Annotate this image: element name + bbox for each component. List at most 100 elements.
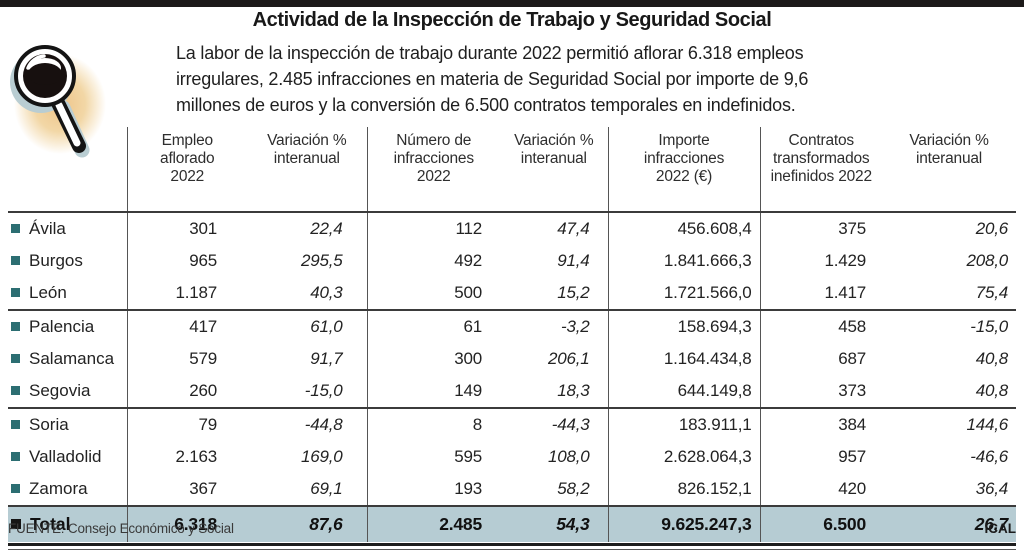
province-cell: Soria bbox=[8, 408, 127, 441]
province-label: Soria bbox=[29, 415, 69, 434]
cell-value: 301 bbox=[126, 212, 247, 245]
total-cell-value: 2.485 bbox=[366, 506, 500, 542]
cell-value: 15,2 bbox=[557, 283, 590, 302]
province-label: Salamanca bbox=[29, 349, 115, 368]
cell-value: 492 bbox=[366, 245, 500, 277]
cell-value: 40,8 bbox=[975, 381, 1008, 400]
cell-value: 61,0 bbox=[310, 317, 343, 336]
cell-value: 420 bbox=[759, 473, 882, 506]
cell-value: 595 bbox=[366, 441, 500, 473]
cell-value: 91,7 bbox=[310, 349, 343, 368]
cell-value: 1.429 bbox=[759, 245, 882, 277]
total-cell-value: 26,7 bbox=[974, 514, 1008, 534]
cell-value: 579 bbox=[126, 343, 247, 375]
province-bullet-icon bbox=[11, 288, 20, 297]
cell-value: 384 bbox=[759, 408, 882, 441]
cell-value: 22,4 bbox=[310, 219, 343, 238]
cell-value: 206,1 bbox=[547, 349, 590, 368]
rim-glint bbox=[26, 54, 46, 70]
cell-value: 1.841.666,3 bbox=[607, 245, 760, 277]
province-cell: Segovia bbox=[8, 375, 127, 408]
province-cell: Ávila bbox=[8, 212, 127, 245]
total-cell-value: 54,3 bbox=[556, 514, 590, 534]
cell-value: 158.694,3 bbox=[607, 310, 760, 343]
cell-value: 2.163 bbox=[126, 441, 247, 473]
total-cell-value: 9.625.247,3 bbox=[607, 506, 760, 542]
cell-value: 1.164.434,8 bbox=[607, 343, 760, 375]
province-cell: Burgos bbox=[8, 245, 127, 277]
province-cell: León bbox=[8, 277, 127, 310]
header-empleo-aflorado: Empleo aflorado 2022 bbox=[126, 127, 247, 212]
data-table: Empleo aflorado 2022 Variación % interan… bbox=[8, 127, 1016, 542]
cell-value: 500 bbox=[366, 277, 500, 310]
province-bullet-icon bbox=[11, 386, 20, 395]
cell-value: 112 bbox=[366, 212, 500, 245]
cell-value: 75,4 bbox=[975, 283, 1008, 302]
cell-value: 183.911,1 bbox=[607, 408, 760, 441]
cell-value: 373 bbox=[759, 375, 882, 408]
total-name-cell: Total bbox=[8, 506, 127, 542]
total-cell-value: 87,6 bbox=[309, 514, 343, 534]
cell-value: 687 bbox=[759, 343, 882, 375]
cell-value: 1.417 bbox=[759, 277, 882, 310]
header-importe-infracciones: Importe infracciones 2022 (€) bbox=[607, 127, 760, 212]
cell-value: -15,0 bbox=[970, 317, 1008, 336]
page-title: Actividad de la Inspección de Trabajo y … bbox=[252, 9, 772, 31]
header-num-infracciones: Número de infracciones 2022 bbox=[366, 127, 500, 212]
footer-credit: ICAL bbox=[984, 521, 1017, 536]
header-contratos-transformados: Contratos transformados inefinidos 2022 bbox=[759, 127, 882, 212]
table-row: León 1.187 40,3 500 15,2 1.721.566,0 1.4… bbox=[8, 277, 1016, 310]
table-row: Soria 79 -44,8 8 -44,3 183.911,1 384 144… bbox=[8, 408, 1016, 441]
cell-value: 20,6 bbox=[975, 219, 1008, 238]
cell-value: 169,0 bbox=[300, 447, 343, 466]
cell-value: 69,1 bbox=[310, 479, 343, 498]
cell-value: -15,0 bbox=[304, 381, 343, 400]
cell-value: 47,4 bbox=[557, 219, 590, 238]
cell-value: 1.187 bbox=[126, 277, 247, 310]
header-variacion-2: Variación % interanual bbox=[514, 132, 594, 167]
cell-value: 40,8 bbox=[975, 349, 1008, 368]
cell-value: 58,2 bbox=[557, 479, 590, 498]
cell-value: 417 bbox=[126, 310, 247, 343]
cell-value: 40,3 bbox=[310, 283, 343, 302]
footer: FUENTE: Consejo Económico y Social ICAL bbox=[8, 521, 1016, 536]
table-row: Segovia 260 -15,0 149 18,3 644.149,8 373… bbox=[8, 375, 1016, 408]
province-label: Ávila bbox=[29, 219, 66, 238]
cell-value: 965 bbox=[126, 245, 247, 277]
cell-value: -44,3 bbox=[551, 415, 590, 434]
province-bullet-icon bbox=[11, 322, 20, 331]
header-row: Empleo aflorado 2022 Variación % interan… bbox=[8, 127, 1016, 212]
cell-value: 108,0 bbox=[547, 447, 590, 466]
province-bullet-icon bbox=[11, 354, 20, 363]
cell-value: -3,2 bbox=[561, 317, 590, 336]
handle bbox=[55, 101, 81, 147]
province-bullet-icon bbox=[11, 452, 20, 461]
province-cell: Salamanca bbox=[8, 343, 127, 375]
cell-value: 1.721.566,0 bbox=[607, 277, 760, 310]
cell-value: 375 bbox=[759, 212, 882, 245]
magnifier-icon bbox=[8, 34, 126, 192]
cell-value: 79 bbox=[126, 408, 247, 441]
cell-value: 826.152,1 bbox=[607, 473, 760, 506]
total-cell-value: 6.500 bbox=[759, 506, 882, 542]
cell-value: 36,4 bbox=[975, 479, 1008, 498]
cell-value: 260 bbox=[126, 375, 247, 408]
footer-source: FUENTE: Consejo Económico y Social bbox=[8, 521, 234, 536]
cell-value: 18,3 bbox=[557, 381, 590, 400]
province-cell: Zamora bbox=[8, 473, 127, 506]
cell-value: 193 bbox=[366, 473, 500, 506]
cell-value: 367 bbox=[126, 473, 247, 506]
province-label: Zamora bbox=[29, 479, 88, 498]
header-variacion-3: Variación % interanual bbox=[909, 132, 989, 167]
province-label: Segovia bbox=[29, 381, 91, 400]
cell-value: 2.628.064,3 bbox=[607, 441, 760, 473]
province-label: Palencia bbox=[29, 317, 95, 336]
province-cell: Valladolid bbox=[8, 441, 127, 473]
province-bullet-icon bbox=[11, 420, 20, 429]
header-variacion-1: Variación % interanual bbox=[267, 132, 347, 167]
province-label: Valladolid bbox=[29, 447, 102, 466]
province-bullet-icon bbox=[11, 484, 20, 493]
total-row: Total 6.318 87,6 2.485 54,3 9.625.247,3 … bbox=[8, 506, 1016, 542]
cell-value: 91,4 bbox=[557, 251, 590, 270]
cell-value: 61 bbox=[366, 310, 500, 343]
